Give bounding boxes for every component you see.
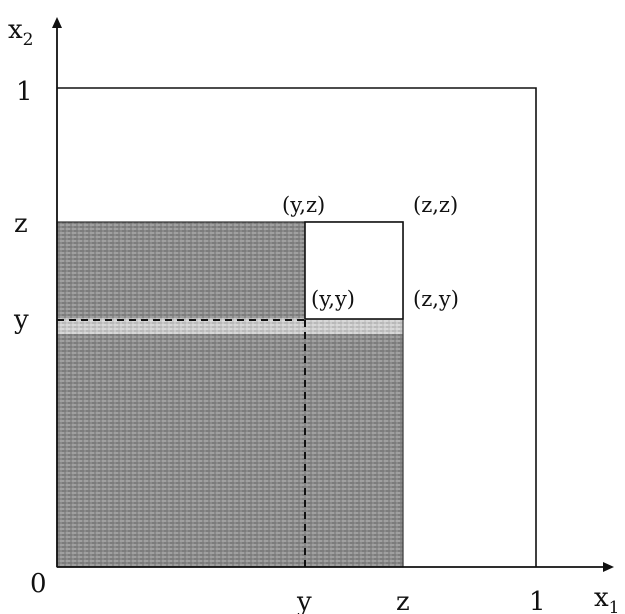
x-axis-arrow	[603, 562, 614, 572]
point-label-yy: (y,y)	[311, 287, 355, 311]
y-tick-1: 1	[16, 77, 33, 107]
x-tick-z: z	[396, 587, 410, 614]
x-tick-y: y	[296, 587, 312, 614]
x-axis-label: x1	[594, 583, 620, 614]
y-axis-arrow	[52, 17, 62, 28]
unit-square-outline	[57, 87, 537, 567]
point-label-zy: (z,y)	[413, 287, 459, 311]
origin-label: 0	[30, 569, 47, 599]
shaded-region-lower-right	[305, 320, 403, 567]
white-box	[304, 221, 404, 320]
y-tick-y: y	[13, 305, 29, 335]
shaded-region-left	[57, 222, 305, 567]
point-label-zz: (z,z)	[413, 193, 458, 217]
y-tick-z: z	[14, 209, 28, 239]
point-label-yz: (y,z)	[282, 193, 325, 217]
light-strip	[57, 318, 403, 334]
x-tick-1: 1	[529, 587, 546, 614]
y-axis-label: x2	[8, 15, 34, 50]
